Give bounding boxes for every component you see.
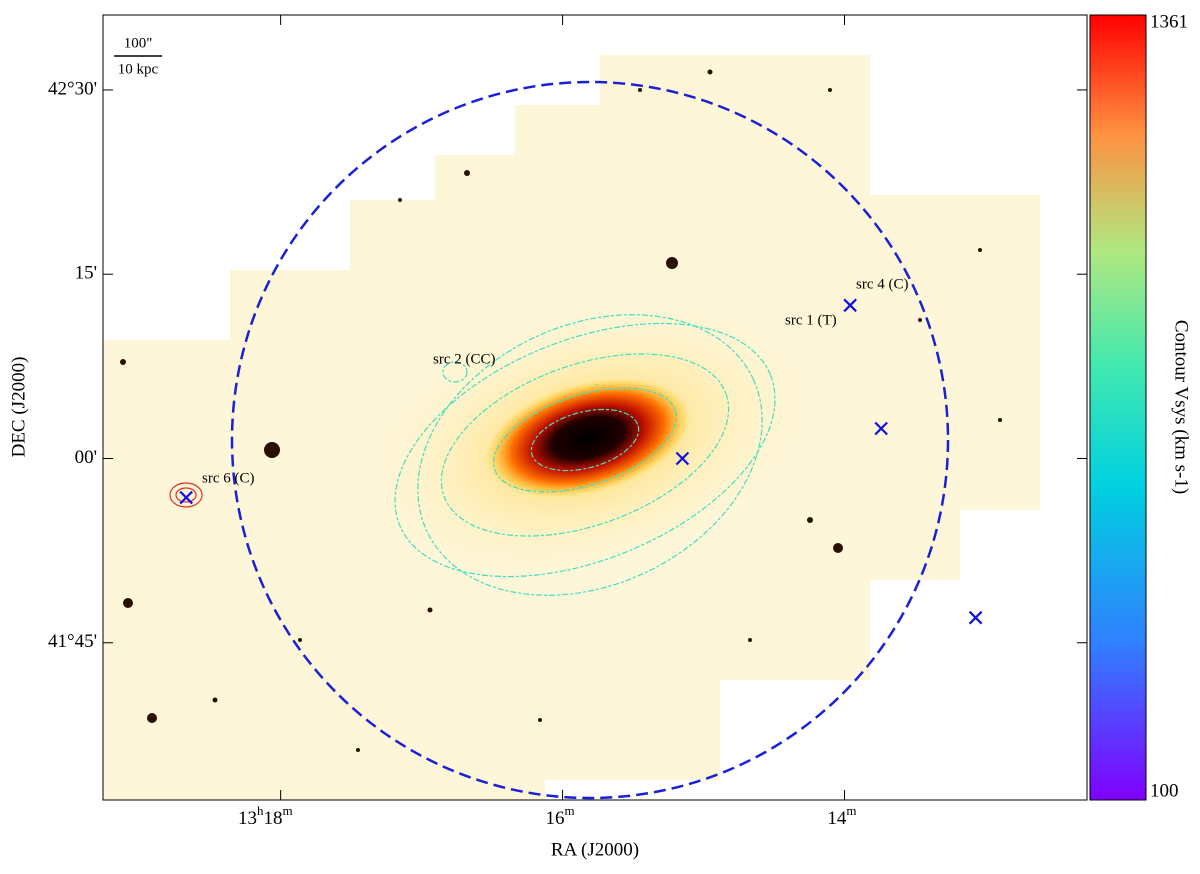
- scalebar-top: 100": [124, 35, 153, 51]
- y-tick-label: 42°30': [48, 78, 97, 99]
- x-tick-label: 13h18m: [238, 803, 293, 829]
- x-tick-label: 16m: [545, 803, 574, 829]
- sky-image: [103, 15, 1087, 800]
- colorbar: [1089, 14, 1147, 801]
- colorbar-tick-label: 1361: [1150, 11, 1188, 32]
- colorbar-tick-label: 100: [1150, 780, 1179, 801]
- marker: [843, 298, 857, 313]
- annotation: src 1 (T): [785, 312, 837, 328]
- plot-frame: [102, 14, 1088, 801]
- marker: [968, 610, 983, 625]
- x-axis-label: RA (J2000): [551, 839, 639, 860]
- scalebar-bottom: 10 kpc: [118, 61, 159, 77]
- colorbar-label: Contour Vsys (km s-1): [1171, 320, 1192, 494]
- marker: [874, 421, 888, 436]
- x-tick-label: 14m: [827, 803, 856, 829]
- annotation: src 4 (C): [856, 276, 909, 292]
- marker: [179, 490, 193, 505]
- annotation: src 6 (C): [202, 470, 255, 486]
- y-tick-label: 00': [75, 447, 97, 468]
- y-axis-label: DEC (J2000): [8, 357, 29, 458]
- y-tick-label: 41°45': [48, 631, 97, 652]
- marker: [675, 451, 690, 466]
- y-tick-label: 15': [75, 263, 97, 284]
- annotation: src 2 (CC): [433, 351, 496, 367]
